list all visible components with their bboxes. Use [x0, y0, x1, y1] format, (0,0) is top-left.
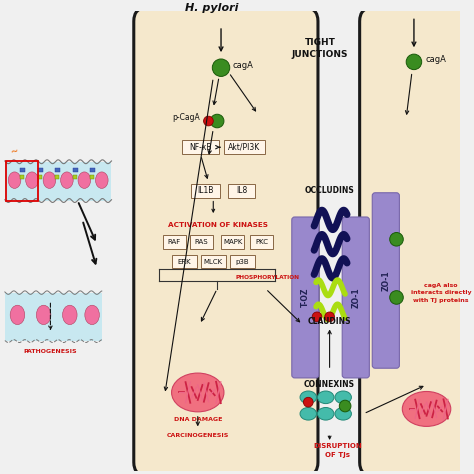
Bar [90, 167, 95, 173]
FancyBboxPatch shape [182, 140, 219, 155]
Text: ACTIVATION OF KINASES: ACTIVATION OF KINASES [168, 222, 268, 228]
Text: CLAUDINS: CLAUDINS [308, 317, 351, 326]
Text: IL8: IL8 [236, 186, 247, 195]
FancyBboxPatch shape [250, 236, 273, 249]
FancyBboxPatch shape [372, 193, 400, 368]
Ellipse shape [335, 408, 351, 420]
Text: RAS: RAS [195, 239, 209, 245]
Text: RAF: RAF [168, 239, 181, 245]
Ellipse shape [95, 172, 108, 188]
Text: PHOSPHORYLATION: PHOSPHORYLATION [236, 275, 300, 280]
Circle shape [339, 400, 351, 412]
Ellipse shape [78, 172, 91, 188]
FancyBboxPatch shape [191, 183, 220, 198]
Bar [90, 175, 94, 179]
Text: NF-κB: NF-κB [190, 143, 212, 152]
Ellipse shape [318, 408, 334, 420]
Text: p3B: p3B [236, 259, 249, 264]
Text: PKC: PKC [255, 239, 268, 245]
Bar [6, 161, 38, 201]
Text: Akt/PI3K: Akt/PI3K [228, 143, 260, 152]
Text: OF TJs: OF TJs [325, 453, 350, 458]
FancyBboxPatch shape [163, 236, 186, 249]
Ellipse shape [85, 305, 100, 325]
Circle shape [203, 116, 213, 126]
Text: ERK: ERK [177, 259, 191, 264]
FancyBboxPatch shape [134, 8, 318, 474]
Text: CARCINOGENESIS: CARCINOGENESIS [166, 433, 229, 438]
Ellipse shape [335, 391, 351, 403]
Bar [55, 167, 60, 173]
Ellipse shape [318, 391, 334, 403]
Circle shape [312, 312, 322, 322]
FancyBboxPatch shape [342, 217, 369, 378]
Ellipse shape [172, 373, 224, 412]
Text: MAPK: MAPK [223, 239, 242, 245]
Text: ZO-1: ZO-1 [381, 271, 390, 292]
Text: T-OZ: T-OZ [301, 288, 310, 307]
Bar [55, 175, 59, 179]
Bar [5, 162, 111, 201]
Text: MLCK: MLCK [204, 259, 223, 264]
Circle shape [390, 291, 403, 304]
Bar [20, 175, 24, 179]
Text: OCCLUDINS: OCCLUDINS [305, 186, 355, 195]
Circle shape [325, 312, 335, 322]
Ellipse shape [300, 408, 317, 420]
Text: DISRUPTION: DISRUPTION [313, 443, 362, 449]
Text: ZO-1: ZO-1 [351, 287, 360, 308]
FancyBboxPatch shape [190, 236, 213, 249]
FancyBboxPatch shape [230, 255, 255, 268]
FancyBboxPatch shape [201, 255, 226, 268]
Text: CONNEXINS: CONNEXINS [304, 380, 355, 389]
FancyBboxPatch shape [228, 183, 255, 198]
Text: DNA DAMAGE: DNA DAMAGE [173, 417, 222, 422]
Circle shape [303, 397, 313, 407]
Ellipse shape [300, 391, 317, 403]
Circle shape [390, 233, 403, 246]
Text: ~: ~ [9, 146, 20, 158]
Bar [5, 292, 102, 341]
Ellipse shape [26, 172, 38, 188]
Circle shape [210, 114, 224, 128]
FancyBboxPatch shape [172, 255, 197, 268]
Ellipse shape [43, 172, 56, 188]
Bar [20, 167, 25, 173]
Text: cagA: cagA [426, 55, 447, 64]
Text: cagA also
interacts directly
with TJ proteins: cagA also interacts directly with TJ pro… [411, 283, 472, 302]
Ellipse shape [63, 305, 77, 325]
Bar [38, 167, 43, 173]
Circle shape [406, 54, 422, 70]
Ellipse shape [36, 305, 51, 325]
Ellipse shape [8, 172, 21, 188]
FancyBboxPatch shape [292, 217, 319, 378]
Text: cagA: cagA [233, 61, 254, 70]
FancyBboxPatch shape [221, 236, 244, 249]
FancyBboxPatch shape [360, 8, 474, 474]
Text: PATHOGENESIS: PATHOGENESIS [24, 349, 77, 354]
Bar [73, 167, 78, 173]
Ellipse shape [61, 172, 73, 188]
Bar [73, 175, 77, 179]
Text: TIGHT: TIGHT [304, 38, 335, 47]
FancyBboxPatch shape [224, 140, 264, 155]
Text: p-CagA: p-CagA [172, 113, 200, 122]
Circle shape [212, 59, 230, 76]
Bar [38, 175, 42, 179]
Ellipse shape [10, 305, 25, 325]
Text: JUNCTIONS: JUNCTIONS [292, 50, 348, 59]
Text: IL1B: IL1B [197, 186, 214, 195]
Ellipse shape [402, 392, 451, 427]
Text: H. pylori: H. pylori [184, 3, 238, 13]
